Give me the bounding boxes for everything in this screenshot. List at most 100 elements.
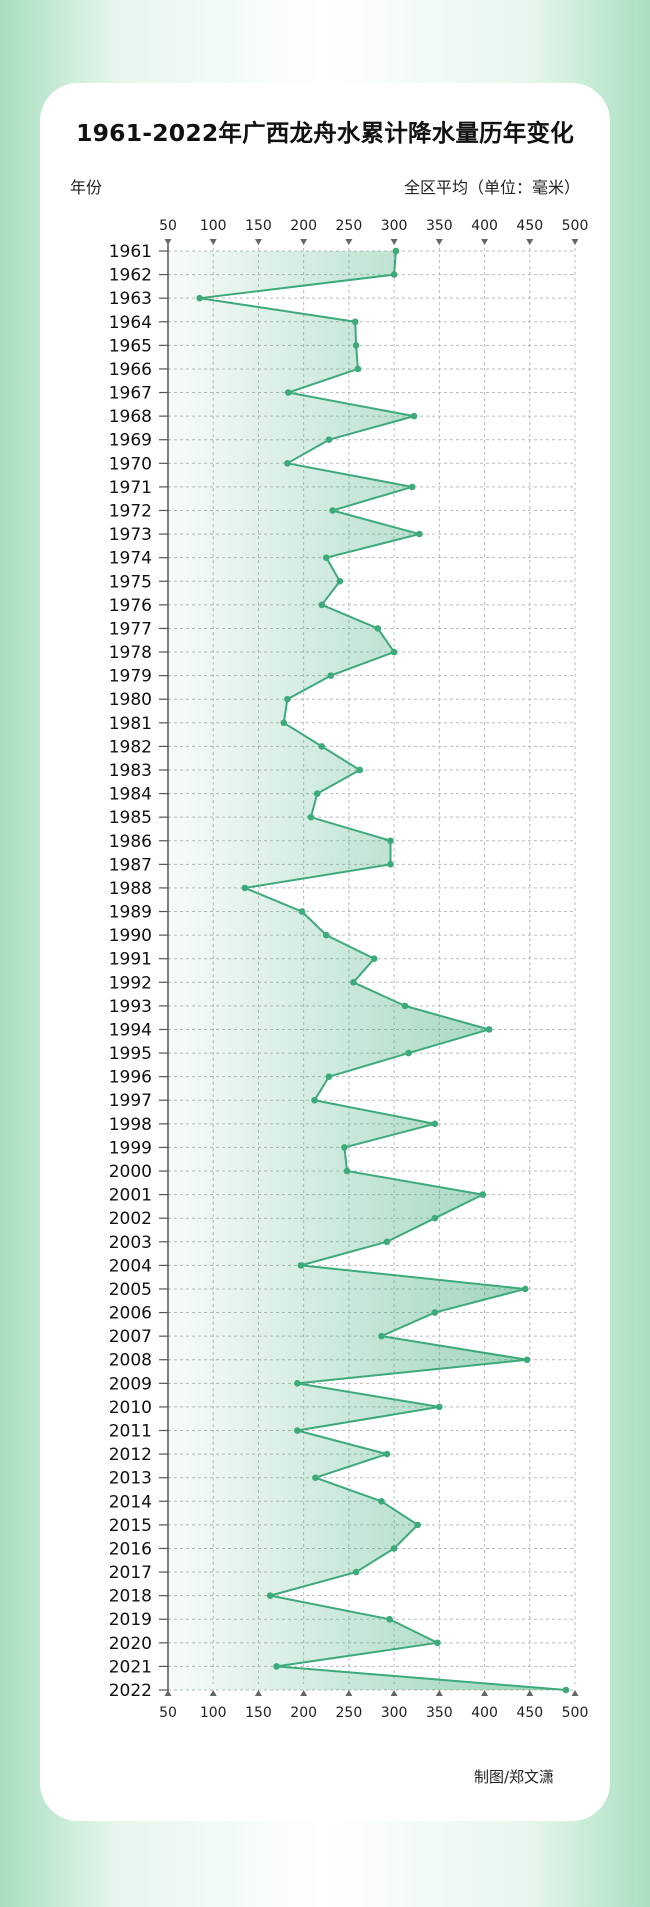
x-tick-label-top: 50 [159,218,177,234]
x-tick-label-bottom: 450 [516,1705,543,1721]
bottom-tick-marker [390,1690,398,1696]
data-point [431,1214,439,1222]
data-point [401,1002,409,1010]
bottom-tick-marker [526,1690,534,1696]
data-point [383,1450,391,1458]
x-tick-label-bottom: 200 [290,1705,317,1721]
data-point [350,978,357,986]
data-point [479,1191,487,1198]
data-point [383,1238,391,1246]
year-label: 2020 [109,1634,152,1654]
data-point [562,1686,570,1694]
data-point [387,837,394,845]
top-tick-marker [254,239,262,245]
year-label: 1967 [109,384,152,404]
year-label: 1992 [109,973,152,993]
year-label: 2008 [109,1351,152,1371]
data-point [329,507,336,514]
data-point [356,766,364,774]
top-tick-marker [526,239,534,245]
year-label: 2022 [109,1681,152,1701]
top-tick-marker [300,239,308,245]
data-point [273,1663,280,1670]
data-point [298,908,306,915]
data-point [284,389,292,396]
data-point [294,1380,301,1387]
data-point [390,648,398,656]
data-point [318,601,326,609]
data-point [325,1073,333,1080]
y-axis-label: 年份 [70,178,103,197]
year-label: 1980 [109,690,152,710]
year-label: 1973 [109,525,152,545]
x-tick-label-top: 150 [245,218,272,234]
data-point [352,1568,360,1576]
year-label: 1974 [109,549,152,569]
bottom-tick-marker [164,1690,172,1696]
x-tick-label-bottom: 350 [426,1705,453,1721]
top-tick-marker [209,239,217,245]
bottom-tick-marker [481,1690,489,1696]
year-label: 1977 [109,619,152,639]
year-label: 1984 [109,785,152,805]
year-label: 1966 [109,360,152,380]
data-point [284,695,291,703]
x-axis-unit-label: 全区平均（单位：毫米） [403,178,580,197]
data-point [280,719,288,727]
data-point [405,1049,412,1057]
year-label: 2014 [109,1492,152,1512]
year-label: 1965 [109,336,152,356]
top-tick-marker [390,239,398,245]
year-label: 2017 [109,1563,152,1583]
bottom-tick-marker [345,1690,353,1696]
top-tick-marker [481,239,489,245]
data-point [311,1096,318,1104]
data-point [297,1262,305,1269]
data-point [351,318,359,326]
year-label: 2016 [109,1539,152,1559]
x-tick-label-top: 500 [562,218,589,234]
bottom-tick-marker [209,1690,217,1696]
year-label: 2013 [109,1469,152,1489]
data-point [386,1615,393,1623]
data-point [370,955,378,963]
data-point [354,365,362,373]
series-line [198,250,567,1691]
year-label: 2001 [109,1186,152,1206]
x-tick-label-top: 250 [336,218,363,234]
year-label: 2011 [109,1422,152,1442]
chart-title: 1961-2022年广西龙舟水累计降水量历年变化 [76,119,574,147]
data-point [352,342,360,349]
data-point [284,460,291,467]
x-tick-label-top: 450 [516,218,543,234]
data-point [523,1356,531,1364]
year-label: 1998 [109,1115,152,1135]
year-label: 1997 [109,1091,152,1111]
x-tick-label-top: 350 [426,218,453,234]
data-point [408,483,416,491]
year-label: 1979 [109,667,152,687]
data-point [410,412,418,420]
data-point [294,1427,301,1434]
data-point [241,884,249,892]
year-label: 1990 [109,926,152,946]
year-label: 1994 [109,1020,152,1040]
data-point [322,931,330,939]
data-point [378,1497,385,1505]
x-tick-label-top: 300 [381,218,408,234]
year-label: 1996 [109,1068,152,1088]
year-label: 1969 [109,431,152,451]
top-tick-marker [435,239,443,245]
data-point [436,1403,443,1411]
year-label: 2004 [109,1256,152,1276]
year-label: 1993 [109,997,152,1017]
data-point [318,743,326,750]
year-label: 1971 [109,478,152,498]
x-tick-label-bottom: 100 [200,1705,227,1721]
data-point [390,271,398,278]
year-label: 1981 [109,714,152,734]
x-tick-label-top: 400 [471,218,498,234]
data-point [322,554,330,561]
top-tick-marker [164,239,172,245]
